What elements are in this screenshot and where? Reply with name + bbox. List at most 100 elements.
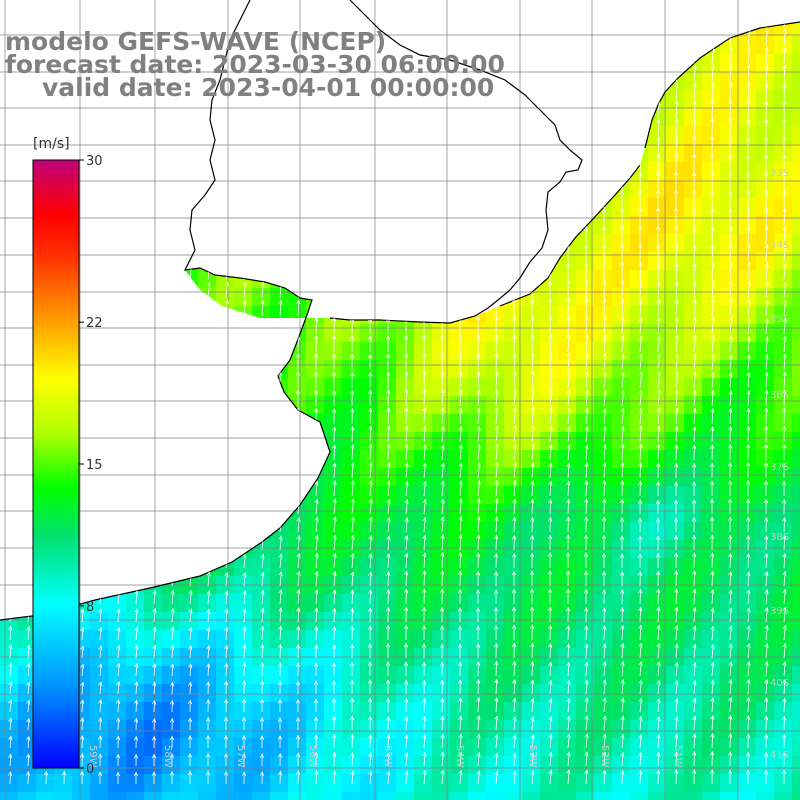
wind-cell (108, 630, 127, 649)
longitude-label: 54W (454, 745, 465, 768)
wind-cell (18, 792, 37, 800)
wind-cell (648, 486, 667, 505)
wind-arrow (331, 662, 337, 677)
wind-arrow (566, 751, 571, 767)
wind-cell (504, 450, 523, 469)
wind-cell (666, 270, 685, 289)
wind-arrow (386, 553, 391, 569)
wind-arrow (584, 769, 589, 785)
wind-cell (432, 684, 451, 703)
wind-cell (144, 612, 163, 631)
wind-cell (558, 432, 577, 451)
wind-cell (216, 594, 235, 613)
wind-cell (450, 612, 469, 631)
wind-cell (378, 504, 397, 523)
wind-arrow (638, 697, 643, 713)
wind-arrow (368, 443, 373, 461)
wind-arrow (494, 461, 499, 479)
wind-arrow (386, 588, 391, 605)
wind-arrow (638, 660, 643, 677)
wind-arrow (8, 771, 13, 785)
wind-arrow (601, 570, 607, 587)
wind-arrow (458, 769, 463, 785)
wind-cell (342, 738, 361, 757)
wind-arrow (637, 243, 643, 263)
wind-cell (630, 270, 649, 289)
wind-cell (576, 594, 595, 613)
wind-arrow (152, 589, 157, 605)
wind-cell (576, 612, 595, 631)
wind-cell (558, 288, 577, 307)
wind-cell (486, 558, 505, 577)
wind-cell (576, 558, 595, 577)
wind-arrow (422, 370, 427, 389)
wind-cell (360, 522, 379, 541)
wind-cell (666, 324, 685, 343)
wind-cell (0, 756, 19, 775)
wind-arrow (620, 606, 625, 623)
wind-cell (558, 378, 577, 397)
wind-arrow (458, 388, 463, 407)
wind-arrow (710, 261, 715, 281)
wind-arrow (530, 642, 535, 659)
wind-arrow (692, 82, 697, 101)
wind-cell (648, 720, 667, 739)
wind-cell (594, 324, 613, 343)
wind-arrow (691, 207, 697, 227)
wind-cell (414, 792, 433, 800)
wind-cell (504, 540, 523, 559)
wind-cell (522, 522, 541, 541)
wind-cell (270, 540, 289, 559)
wind-arrow (691, 462, 697, 479)
wind-arrow (116, 717, 121, 731)
wind-arrow (638, 443, 643, 461)
wind-cell (594, 756, 613, 775)
wind-cell (756, 774, 775, 793)
wind-cell (558, 792, 577, 800)
wind-arrow (584, 643, 589, 659)
wind-arrow (566, 351, 571, 371)
wind-arrow (206, 645, 211, 659)
wind-cell (414, 558, 433, 577)
wind-arrow (314, 516, 319, 533)
wind-arrow (170, 644, 175, 659)
wind-cell (540, 522, 559, 541)
wind-arrow (692, 643, 697, 659)
wind-arrow (782, 715, 787, 731)
wind-arrow (332, 552, 337, 569)
wind-cell (792, 540, 800, 559)
wind-arrow (638, 298, 643, 317)
wind-cell (720, 108, 739, 127)
wind-cell (306, 540, 325, 559)
wind-cell (414, 612, 433, 631)
wind-cell (774, 252, 793, 271)
wind-cell (360, 432, 379, 451)
wind-arrow (764, 27, 769, 47)
wind-cell (738, 684, 757, 703)
wind-arrow (530, 660, 535, 677)
wind-arrow (403, 352, 409, 371)
wind-cell (324, 738, 343, 757)
wind-arrow (782, 624, 787, 641)
wind-arrow (728, 117, 733, 137)
wind-cell (612, 630, 631, 649)
wind-arrow (673, 189, 679, 209)
wind-cell (792, 396, 800, 415)
wind-arrow (242, 281, 247, 299)
wind-arrow (313, 734, 319, 749)
wind-arrow (584, 279, 589, 299)
wind-cell (738, 162, 757, 181)
wind-arrow (368, 752, 373, 767)
wind-arrow (674, 661, 679, 677)
wind-arrow (80, 734, 85, 749)
wind-arrow (494, 715, 499, 731)
wind-arrow (674, 425, 679, 443)
wind-arrow (584, 498, 589, 515)
wind-arrow (476, 770, 481, 785)
wind-cell (324, 774, 343, 793)
wind-cell (450, 720, 469, 739)
wind-cell (414, 684, 433, 703)
wind-cell (306, 774, 325, 793)
wind-cell (558, 360, 577, 379)
